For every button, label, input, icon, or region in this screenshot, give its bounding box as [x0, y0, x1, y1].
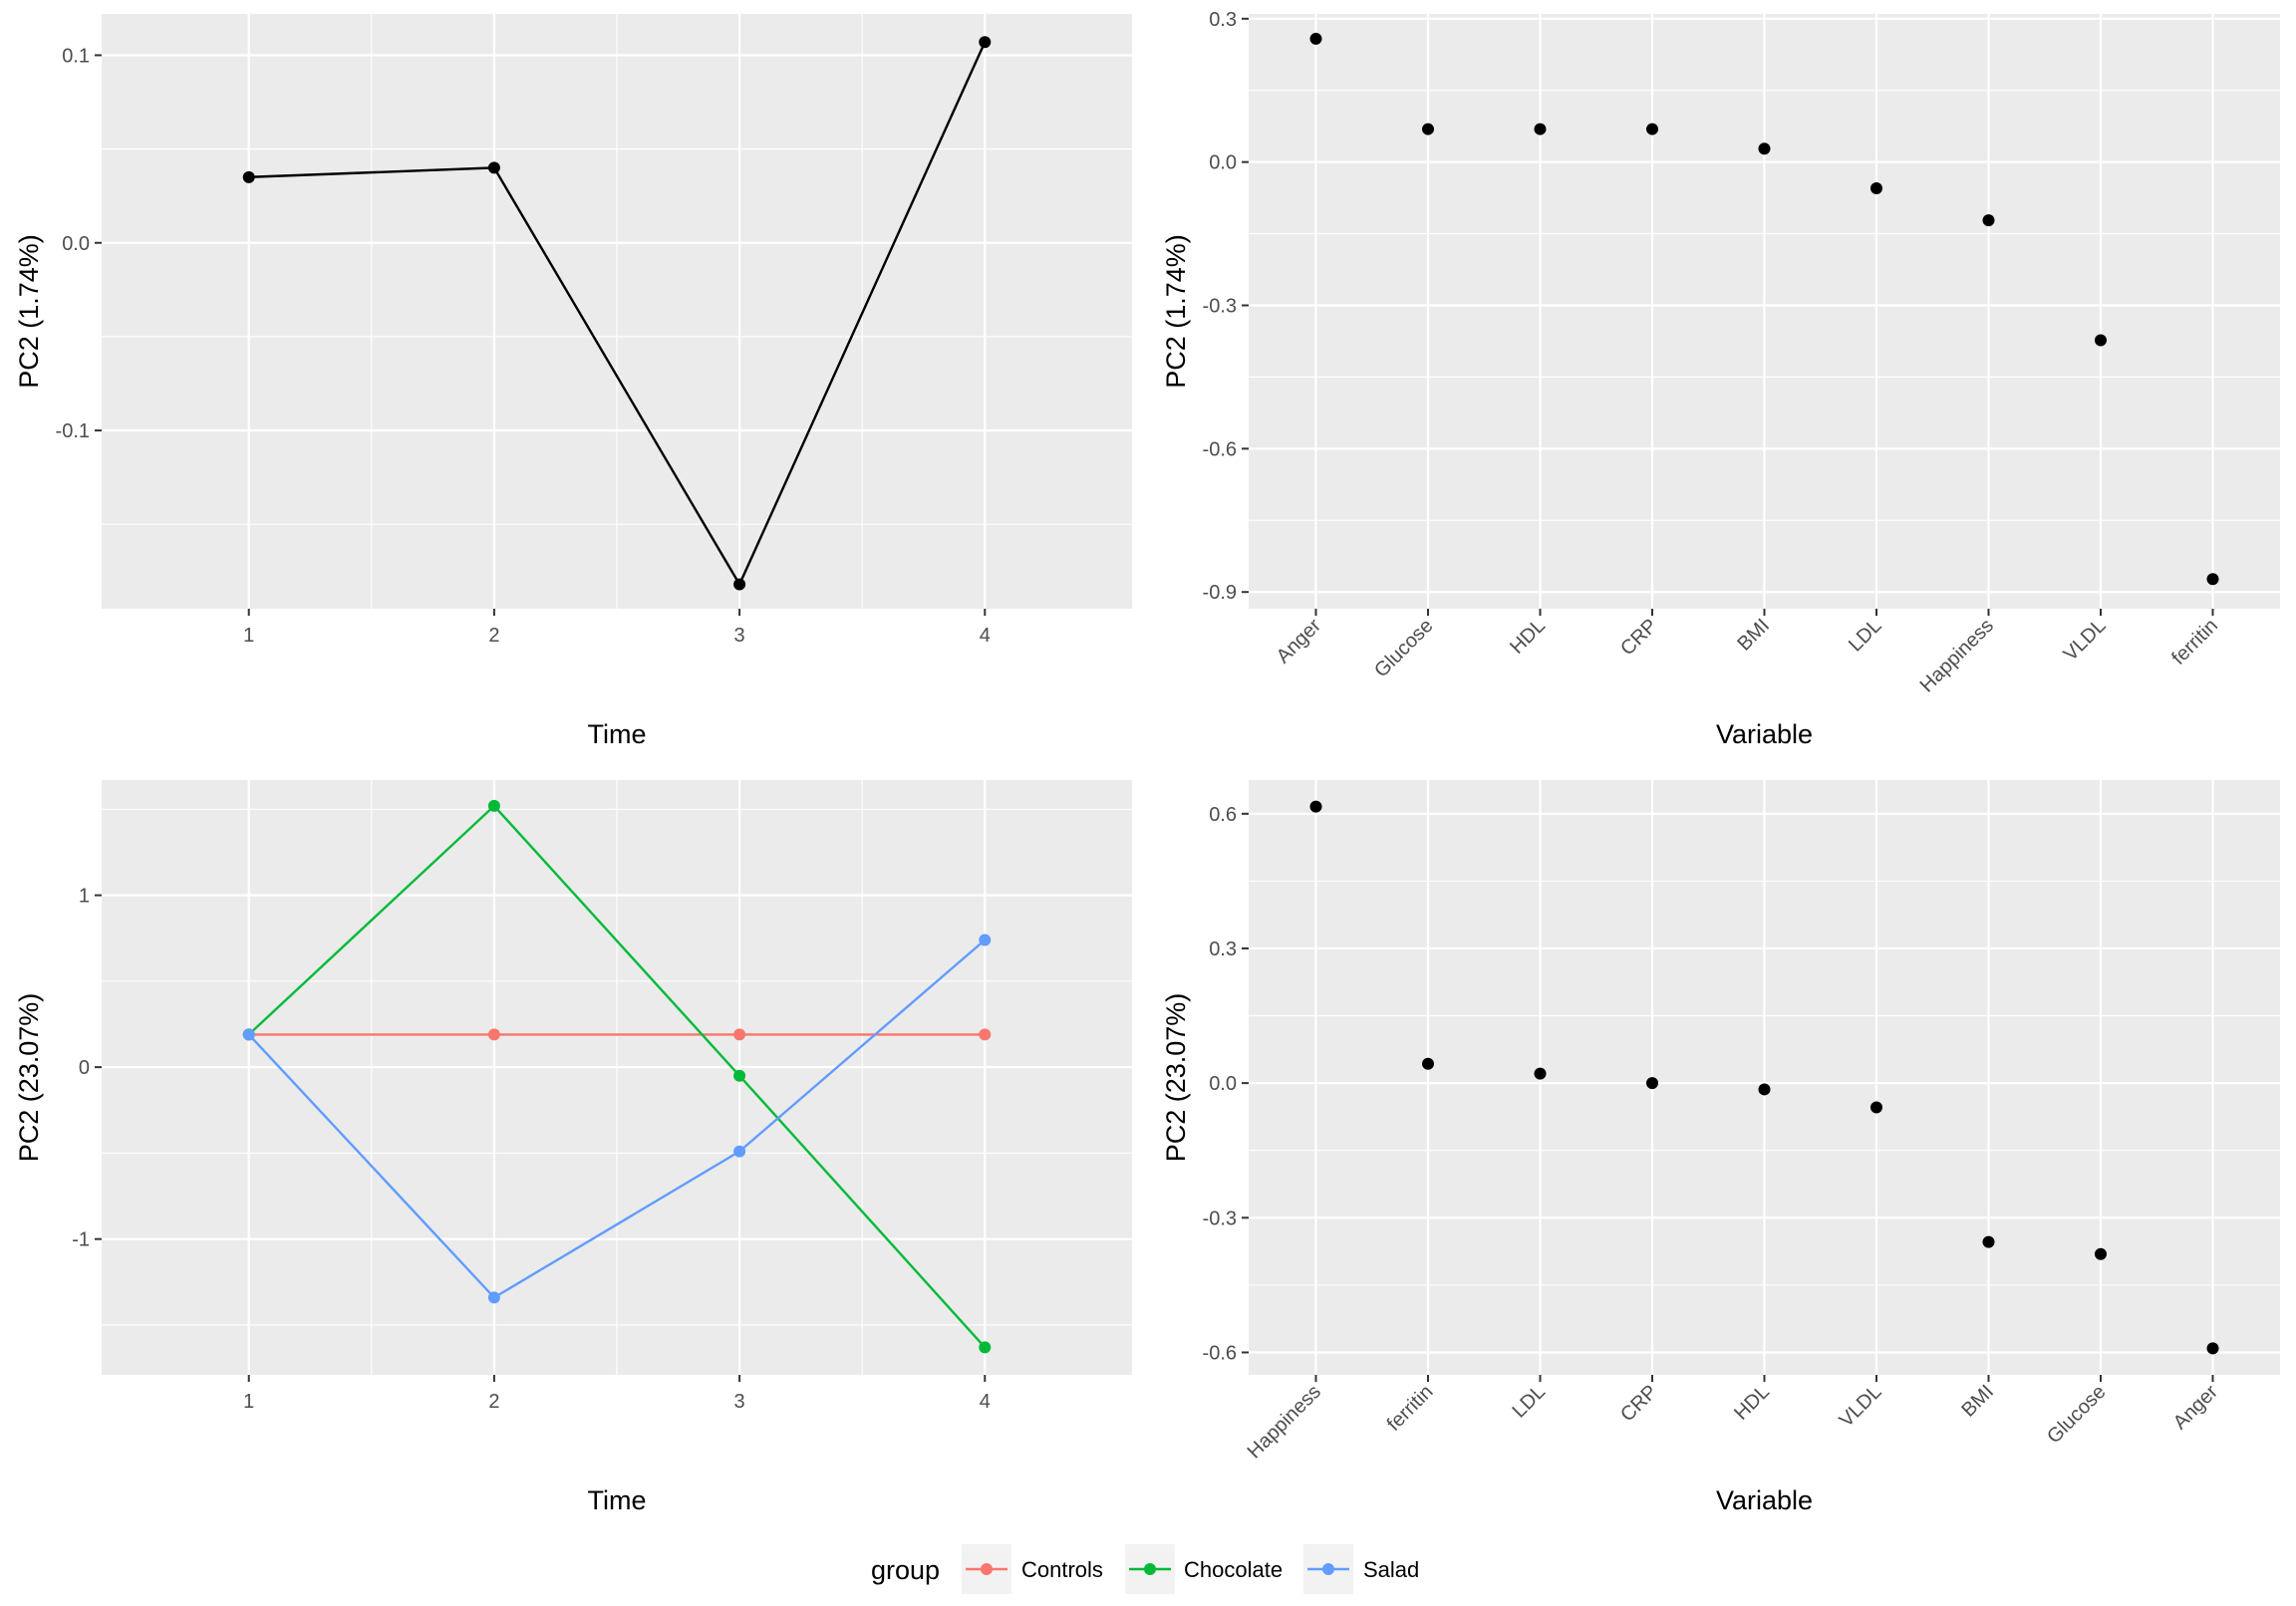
- data-point: [487, 1028, 500, 1041]
- legend-label: Chocolate: [1184, 1557, 1283, 1582]
- data-point: [1870, 1101, 1882, 1114]
- data-point: [979, 934, 992, 946]
- x-axis-title: Variable: [1716, 1485, 1813, 1515]
- x-tick-label: BMI: [1733, 615, 1774, 656]
- x-tick-label: Glucose: [2043, 1381, 2110, 1448]
- data-point: [979, 1341, 992, 1354]
- x-tick-label: Anger: [1273, 615, 1326, 669]
- x-tick-label: 2: [488, 1391, 499, 1413]
- y-tick-label: 0.0: [62, 233, 90, 255]
- x-tick-label: VLDL: [2060, 615, 2111, 666]
- y-tick-label: -0.6: [1203, 438, 1237, 460]
- series-line: [247, 804, 987, 1349]
- x-tick-label: Happiness: [1916, 615, 1998, 696]
- x-tick-label: 1: [243, 625, 254, 647]
- x-tick-label: 4: [980, 625, 991, 647]
- data-point: [733, 1028, 746, 1041]
- x-tick-label: 1: [243, 1391, 254, 1413]
- y-tick-label: 0.3: [1209, 9, 1237, 31]
- data-point: [1534, 123, 1547, 135]
- y-tick-label: 0.0: [1209, 1073, 1237, 1095]
- y-tick-label: 0.0: [1209, 152, 1237, 174]
- y-tick-label: 1: [79, 886, 90, 908]
- data-point: [1982, 214, 1995, 227]
- x-axis-title: Variable: [1716, 719, 1813, 749]
- y-tick-label: -0.9: [1203, 582, 1237, 604]
- data-point: [2206, 573, 2219, 586]
- series-line: [248, 41, 987, 588]
- x-axis-title: Time: [588, 719, 647, 749]
- data-point: [1646, 123, 1658, 135]
- data-point: [242, 1028, 255, 1041]
- y-tick-label: 0.6: [1209, 804, 1237, 826]
- y-axis-title: PC2 (1.74%): [14, 234, 44, 389]
- data-point: [242, 170, 255, 183]
- panel-bottom-left: -1 0 1 1 2 3 4 Time PC2 (23.07%): [14, 780, 1132, 1515]
- data-point: [733, 1069, 746, 1082]
- panel-top-left: -0.1 0.0 0.1 1 2 3 4 Time PC2 (1.74%): [14, 14, 1132, 749]
- data-point: [487, 1291, 500, 1304]
- legend-label: Salad: [1363, 1557, 1419, 1582]
- x-tick-label: BMI: [1957, 1381, 1998, 1422]
- data-point: [1422, 123, 1434, 135]
- x-tick-label: 3: [734, 1391, 745, 1413]
- x-axis-title: Time: [588, 1485, 647, 1515]
- y-tick-label: -1: [72, 1229, 90, 1251]
- x-tick-label: Glucose: [1370, 615, 1437, 681]
- legend-key-point: [1322, 1563, 1334, 1575]
- data-point: [2095, 1247, 2107, 1260]
- data-point: [733, 578, 746, 591]
- y-tick-label: -0.3: [1203, 1207, 1237, 1229]
- x-tick-label: 2: [488, 625, 499, 647]
- data-point: [1758, 1083, 1771, 1096]
- y-axis-title: PC2 (23.07%): [14, 993, 44, 1163]
- data-point: [1534, 1067, 1547, 1080]
- data-point: [1422, 1057, 1434, 1070]
- y-tick-label: 0.3: [1209, 938, 1237, 960]
- y-axis-title: PC2 (23.07%): [1161, 993, 1191, 1163]
- y-tick-label: -0.3: [1203, 296, 1237, 318]
- data-point: [979, 36, 992, 49]
- x-tick-label: VLDL: [1836, 1381, 1886, 1432]
- y-tick-label: 0.1: [62, 45, 90, 67]
- data-point: [1870, 182, 1882, 195]
- x-tick-label: ferritin: [1383, 1381, 1438, 1436]
- legend: group Controls Chocolate Salad: [871, 1544, 1419, 1594]
- x-tick-label: ferritin: [2167, 615, 2222, 669]
- data-point: [1758, 142, 1771, 155]
- legend-key-point: [981, 1563, 993, 1575]
- data-point: [487, 799, 500, 812]
- panel-top-right: -0.9 -0.6 -0.3 0.0 0.3 Anger Glucose HDL CRP BMI L…: [1161, 9, 2280, 749]
- legend-title: group: [871, 1555, 940, 1585]
- data-point: [979, 1028, 992, 1041]
- x-tick-label: 3: [734, 625, 745, 647]
- x-tick-label: HDL: [1506, 615, 1550, 659]
- data-point: [1309, 800, 1322, 813]
- legend-label: Controls: [1021, 1557, 1103, 1582]
- y-tick-label: 0: [79, 1057, 90, 1079]
- series-line: [247, 938, 987, 1299]
- legend-key-point: [1144, 1563, 1156, 1575]
- data-point: [1982, 1235, 1995, 1248]
- data-point: [1646, 1077, 1658, 1090]
- x-tick-label: CRP: [1616, 615, 1661, 660]
- x-tick-label: HDL: [1730, 1381, 1774, 1425]
- data-point: [2206, 1342, 2219, 1355]
- panel-bottom-right: -0.6 -0.3 0.0 0.3 0.6 Happiness ferritin LDL CRP…: [1161, 780, 2280, 1515]
- y-tick-label: -0.6: [1203, 1342, 1237, 1364]
- x-tick-label: Happiness: [1244, 1381, 1325, 1463]
- x-tick-label: LDL: [1509, 1381, 1551, 1423]
- y-tick-label: -0.1: [56, 420, 90, 442]
- data-point: [733, 1145, 746, 1158]
- x-tick-label: Anger: [2169, 1381, 2223, 1435]
- x-tick-label: LDL: [1845, 615, 1886, 657]
- y-axis-title: PC2 (1.74%): [1161, 234, 1191, 389]
- data-point: [2095, 334, 2107, 347]
- x-tick-label: 4: [980, 1391, 991, 1413]
- data-point: [487, 161, 500, 174]
- data-point: [1309, 32, 1322, 45]
- x-tick-label: CRP: [1616, 1381, 1661, 1426]
